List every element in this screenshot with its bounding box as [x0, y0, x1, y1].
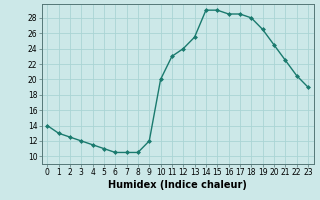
X-axis label: Humidex (Indice chaleur): Humidex (Indice chaleur)	[108, 180, 247, 190]
